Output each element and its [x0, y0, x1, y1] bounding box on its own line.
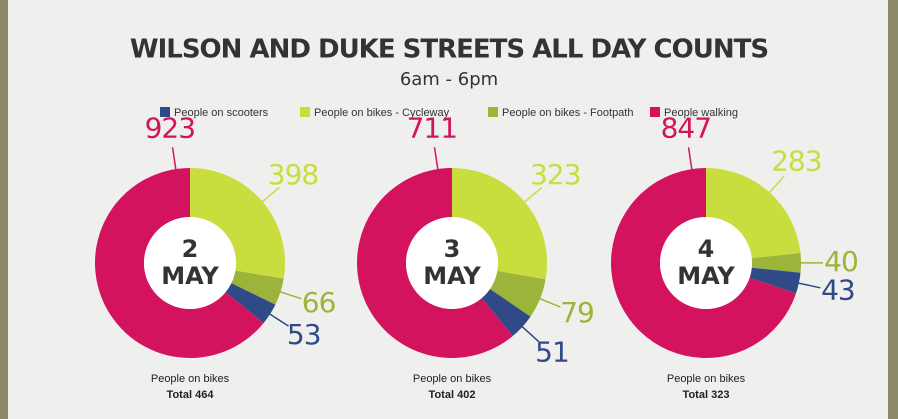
- center-day: 4: [698, 235, 715, 263]
- donut-slice: [706, 168, 801, 259]
- donut-hole: [406, 217, 498, 309]
- value-label: 53: [287, 318, 321, 351]
- total-caption: Total: [683, 389, 708, 401]
- label-leader: [433, 147, 440, 175]
- label-leader: [518, 322, 540, 343]
- label-leader: [520, 187, 543, 206]
- legend-label: People on scooters: [174, 107, 269, 119]
- value-label: 43: [821, 274, 855, 307]
- total-line: Total 464: [167, 389, 215, 401]
- total-value: 402: [457, 389, 475, 401]
- center-day: 2: [182, 235, 199, 263]
- legend-swatch: [300, 107, 310, 117]
- chart-title: WILSON AND DUKE STREETS ALL DAY COUNTS: [130, 35, 768, 65]
- total-value: 464: [195, 389, 214, 401]
- label-leader: [171, 147, 178, 175]
- caption: People on bikes: [667, 373, 746, 385]
- label-leader: [275, 289, 302, 300]
- legend-label: People on bikes - Cycleway: [314, 107, 450, 119]
- donut-slice: [749, 267, 801, 294]
- total-line: Total 402: [429, 389, 476, 401]
- label-leader: [258, 186, 280, 206]
- donut-slice: [356, 168, 513, 359]
- label-leader: [793, 281, 821, 289]
- donut-slice: [231, 270, 284, 305]
- center-month: MAY: [161, 262, 219, 290]
- total-caption: Total: [167, 389, 192, 401]
- label-leader: [687, 147, 694, 175]
- chart-subtitle: 6am - 6pm: [400, 69, 498, 90]
- value-label: 79: [560, 296, 594, 329]
- label-leader: [535, 296, 561, 308]
- label-leader: [265, 310, 289, 327]
- center-month: MAY: [423, 262, 481, 290]
- center-day: 3: [444, 235, 461, 263]
- donut-slice: [481, 288, 531, 336]
- value-label: 398: [268, 158, 318, 191]
- legend-swatch: [650, 107, 660, 117]
- donut-hole: [660, 217, 752, 309]
- value-label: 323: [530, 158, 580, 191]
- value-label: 847: [661, 112, 711, 145]
- donut-slice: [489, 270, 546, 317]
- center-month: MAY: [677, 262, 735, 290]
- value-label: 51: [535, 336, 569, 369]
- caption: People on bikes: [413, 373, 492, 385]
- caption: People on bikes: [151, 373, 230, 385]
- total-caption: Total: [429, 389, 454, 401]
- legend-label: People walking: [664, 107, 738, 119]
- total-line: Total 323: [683, 389, 730, 401]
- value-label: 283: [771, 145, 821, 178]
- value-label: 66: [302, 286, 336, 319]
- value-label: 40: [824, 245, 858, 278]
- donut-slice: [94, 168, 264, 359]
- donut-slice: [611, 168, 797, 358]
- donut-hole: [144, 217, 236, 309]
- donut-slice: [225, 283, 276, 324]
- legend-swatch: [488, 107, 498, 117]
- value-label: 923: [145, 112, 195, 145]
- label-leader: [765, 175, 785, 197]
- value-label: 711: [407, 112, 457, 145]
- donut-slice: [751, 253, 801, 273]
- legend-swatch: [160, 107, 170, 117]
- donut-slice: [190, 168, 286, 279]
- legend-label: People on bikes - Footpath: [502, 107, 633, 119]
- total-value: 323: [711, 389, 729, 401]
- donut-slice: [452, 168, 547, 280]
